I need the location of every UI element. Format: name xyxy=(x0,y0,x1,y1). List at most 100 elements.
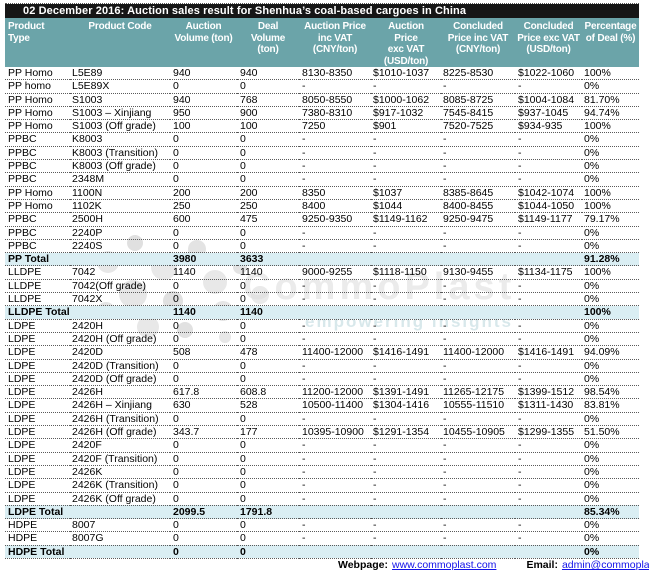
auction-price-exc-vat-cell: $1304-1416 xyxy=(371,398,441,413)
deal-percentage-cell: 0% xyxy=(582,292,639,307)
concluded-price-exc-vat-cell: $1134-1175 xyxy=(515,265,582,280)
auction-volume-cell: 0 xyxy=(170,146,237,161)
product-code-cell xyxy=(70,545,170,559)
table-header-row: Product Type Product Code Auction Volume (… xyxy=(5,18,639,67)
product-code-cell: L5E89 xyxy=(70,67,170,81)
auction-volume-cell: 2099.5 xyxy=(170,505,237,520)
product-code-cell: 2348M xyxy=(70,172,170,187)
table-row: LDPE 2426H (Transition) 0 0- - - -0% xyxy=(5,412,639,427)
table-row: PPBC K8003 (Transition) 0 0- - - -0% xyxy=(5,146,639,161)
auction-volume-cell: 0 xyxy=(170,452,237,466)
deal-percentage-cell: 0% xyxy=(582,146,639,161)
concluded-price-inc-vat-cell: 11400-12000 xyxy=(441,345,515,360)
deal-volume-cell: 0 xyxy=(237,492,299,506)
auction-price-exc-vat-cell xyxy=(371,545,441,559)
webpage-link[interactable]: www.commoplast.com xyxy=(391,558,497,571)
concluded-price-inc-vat-cell: - xyxy=(441,172,515,187)
concluded-price-inc-vat-cell: 9250-9475 xyxy=(441,212,515,227)
auction-volume-cell: 600 xyxy=(170,212,237,227)
auction-volume-cell: 0 xyxy=(170,332,237,347)
concluded-price-inc-vat-cell: - xyxy=(441,492,515,506)
product-type-cell: PPBC xyxy=(5,239,70,254)
concluded-price-exc-vat-cell: - xyxy=(515,412,582,427)
auction-price-inc-vat-cell: 10500-11400 xyxy=(299,398,371,413)
deal-percentage-cell: 0% xyxy=(582,531,639,546)
deal-percentage-cell: 0% xyxy=(582,79,639,94)
auction-price-inc-vat-cell: 8050-8550 xyxy=(299,93,371,107)
concluded-price-exc-vat-cell: - xyxy=(515,239,582,254)
deal-percentage-cell: 79.17% xyxy=(582,212,639,227)
concluded-price-exc-vat-cell: - xyxy=(515,279,582,294)
concluded-price-exc-vat-cell: $934-935 xyxy=(515,119,582,134)
deal-volume-cell: 475 xyxy=(237,212,299,227)
concluded-price-inc-vat-cell: - xyxy=(441,132,515,147)
deal-volume-cell: 0 xyxy=(237,359,299,373)
auction-volume-cell: 940 xyxy=(170,67,237,81)
email-link[interactable]: admin@commoplast.com xyxy=(561,558,649,571)
auction-price-exc-vat-cell xyxy=(371,505,441,520)
concluded-price-inc-vat-cell: 10555-11510 xyxy=(441,398,515,413)
concluded-price-inc-vat-cell: - xyxy=(441,319,515,333)
total-row: LLDPE Total 1140 1140 100% xyxy=(5,305,639,320)
auction-price-inc-vat-cell: - xyxy=(299,239,371,254)
deal-percentage-cell: 0% xyxy=(582,172,639,187)
deal-percentage-cell: 0% xyxy=(582,332,639,347)
auction-price-exc-vat-cell: $1391-1491 xyxy=(371,385,441,400)
deal-volume-cell: 0 xyxy=(237,438,299,453)
deal-volume-cell: 0 xyxy=(237,239,299,254)
product-type-cell: LDPE xyxy=(5,425,70,440)
product-code-cell: 8007 xyxy=(70,518,170,533)
deal-volume-cell: 0 xyxy=(237,372,299,387)
product-type-cell: LDPE xyxy=(5,452,70,466)
auction-price-inc-vat-cell: - xyxy=(299,412,371,427)
auction-price-inc-vat-cell: - xyxy=(299,438,371,453)
deal-percentage-cell: 0% xyxy=(582,359,639,373)
auction-price-exc-vat-cell: $1044 xyxy=(371,199,441,214)
deal-volume-cell: 0 xyxy=(237,146,299,161)
concluded-price-inc-vat-cell: - xyxy=(441,239,515,254)
concluded-price-exc-vat-cell: - xyxy=(515,372,582,387)
product-type-cell: PPBC xyxy=(5,226,70,240)
auction-price-exc-vat-cell: - xyxy=(371,372,441,387)
concluded-price-exc-vat-cell xyxy=(515,252,582,267)
product-type-cell: PP Homo xyxy=(5,199,70,214)
concluded-price-inc-vat-cell: 8085-8725 xyxy=(441,93,515,107)
auction-volume-cell: 0 xyxy=(170,492,237,506)
auction-price-exc-vat-cell: - xyxy=(371,146,441,161)
product-type-cell: PPBC xyxy=(5,159,70,174)
deal-volume-cell: 0 xyxy=(237,132,299,147)
concluded-price-inc-vat-cell: - xyxy=(441,372,515,387)
deal-percentage-cell: 0% xyxy=(582,132,639,147)
concluded-price-inc-vat-cell: - xyxy=(441,359,515,373)
concluded-price-inc-vat-cell xyxy=(441,252,515,267)
auction-price-inc-vat-cell: 8350 xyxy=(299,186,371,200)
concluded-price-inc-vat-cell: 11265-12175 xyxy=(441,385,515,400)
deal-percentage-cell: 0% xyxy=(582,438,639,453)
deal-percentage-cell: 85.34% xyxy=(582,505,639,520)
product-code-cell: 2420F (Transition) xyxy=(70,452,170,466)
auction-price-exc-vat-cell: - xyxy=(371,332,441,347)
product-type-cell: PPBC xyxy=(5,212,70,227)
product-code-cell: 2420H (Off grade) xyxy=(70,332,170,347)
deal-volume-cell: 940 xyxy=(237,67,299,81)
product-type-cell: PPBC xyxy=(5,132,70,147)
auction-price-inc-vat-cell: - xyxy=(299,465,371,480)
auction-volume-cell: 3980 xyxy=(170,252,237,267)
product-type-cell: HDPE Total xyxy=(5,545,70,559)
auction-volume-cell: 0 xyxy=(170,292,237,307)
deal-volume-cell: 528 xyxy=(237,398,299,413)
product-type-cell: PP Homo xyxy=(5,67,70,81)
auction-price-exc-vat-cell: - xyxy=(371,438,441,453)
auction-price-exc-vat-cell: $1416-1491 xyxy=(371,345,441,360)
concluded-price-exc-vat-cell: - xyxy=(515,172,582,187)
product-code-cell: 2240S xyxy=(70,239,170,254)
product-code-cell: 8007G xyxy=(70,531,170,546)
table-row: LDPE 2420D (Transition) 0 0- - - -0% xyxy=(5,359,639,373)
auction-price-exc-vat-cell: - xyxy=(371,359,441,373)
auction-price-inc-vat-cell: 8400 xyxy=(299,199,371,214)
product-type-cell: LDPE xyxy=(5,372,70,387)
concluded-price-exc-vat-cell: $1311-1430 xyxy=(515,398,582,413)
auction-price-inc-vat-cell: - xyxy=(299,359,371,373)
deal-volume-cell: 0 xyxy=(237,545,299,559)
auction-price-exc-vat-cell: $1010-1037 xyxy=(371,67,441,81)
